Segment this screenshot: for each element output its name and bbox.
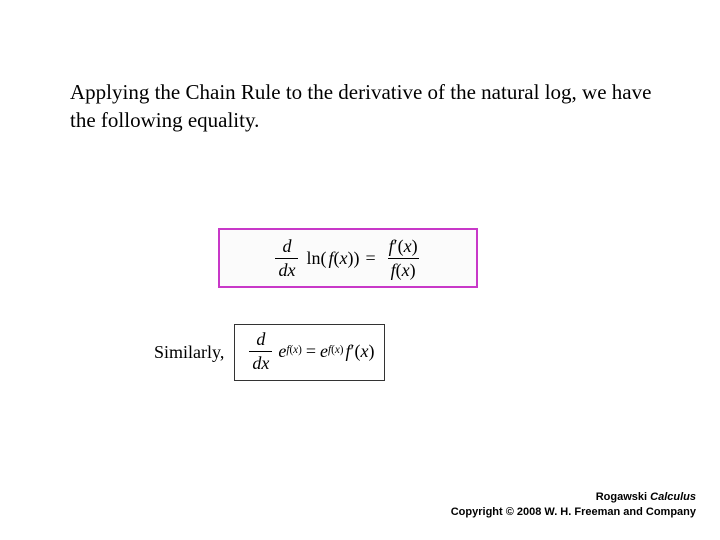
e-exponent: f(x) (286, 344, 302, 356)
ddx-fraction-2: d dx (249, 329, 272, 374)
equation-chain-rule-log: d dx ln( f ( x )) = f′(x) f(x) (271, 236, 424, 281)
rhs-fraction: f′(x) f(x) (386, 236, 421, 281)
rhs-fprime: f′(x) (346, 341, 375, 362)
ln-label: ln( (306, 248, 326, 269)
intro-text: Applying the Chain Rule to the derivativ… (70, 78, 660, 135)
rhs-e-base: e (320, 341, 328, 362)
equation-box-chain-rule-log: d dx ln( f ( x )) = f′(x) f(x) (218, 228, 478, 288)
ddx-num: d (279, 236, 294, 258)
footer-attribution: Rogawski Calculus Copyright © 2008 W. H.… (451, 490, 696, 520)
e-base: e (278, 341, 286, 362)
f-of-x-x: x (339, 248, 347, 269)
rhs-num: f′(x) (386, 236, 421, 258)
ddx-den: dx (275, 258, 298, 281)
f-of-x-close: )) (347, 248, 359, 269)
footer-line1: Rogawski Calculus (451, 490, 696, 505)
footer-line2: Copyright © 2008 W. H. Freeman and Compa… (451, 505, 696, 520)
ddx2-den: dx (249, 351, 272, 374)
equation-box-chain-rule-exp: d dx e f(x) = e f(x) f′(x) (234, 324, 385, 381)
rhs-e-exponent: f(x) (328, 344, 344, 356)
similarly-label: Similarly, (154, 342, 224, 363)
rhs-den: f(x) (388, 258, 419, 281)
ddx-fraction: d dx (275, 236, 298, 281)
equals-sign: = (359, 248, 381, 269)
equation-chain-rule-exp: d dx e f(x) = e f(x) f′(x) (245, 329, 374, 374)
ddx2-num: d (253, 329, 268, 351)
equals-sign-2: = (302, 341, 320, 362)
